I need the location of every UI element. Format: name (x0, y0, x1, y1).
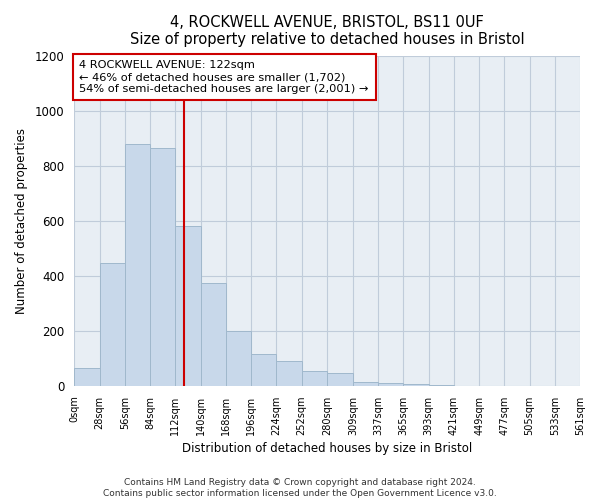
Bar (175, 226, 200, 386)
Bar (403, 384, 428, 386)
Bar (226, 331, 251, 386)
Bar (200, 282, 226, 386)
Y-axis label: Number of detached properties: Number of detached properties (15, 128, 28, 314)
Bar (150, 148, 175, 386)
Bar (327, 374, 353, 386)
X-axis label: Distribution of detached houses by size in Bristol: Distribution of detached houses by size … (182, 442, 472, 455)
Text: Contains HM Land Registry data © Crown copyright and database right 2024.
Contai: Contains HM Land Registry data © Crown c… (103, 478, 497, 498)
Bar (251, 354, 276, 386)
Bar (302, 370, 327, 386)
Bar (353, 382, 378, 386)
Title: 4, ROCKWELL AVENUE, BRISTOL, BS11 0UF
Size of property relative to detached hous: 4, ROCKWELL AVENUE, BRISTOL, BS11 0UF Si… (130, 15, 524, 48)
Bar (74, 368, 100, 386)
Text: 4 ROCKWELL AVENUE: 122sqm
← 46% of detached houses are smaller (1,702)
54% of se: 4 ROCKWELL AVENUE: 122sqm ← 46% of detac… (79, 60, 369, 94)
Bar (276, 361, 302, 386)
Bar (125, 144, 150, 386)
Bar (378, 383, 403, 386)
Bar (100, 264, 125, 386)
